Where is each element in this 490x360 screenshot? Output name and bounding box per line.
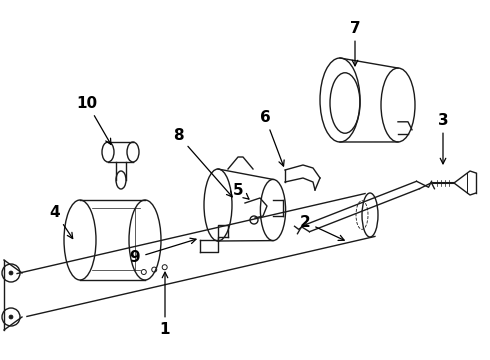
- Text: 2: 2: [299, 215, 344, 240]
- Text: 10: 10: [76, 95, 111, 144]
- Text: 3: 3: [438, 113, 448, 164]
- Circle shape: [9, 315, 13, 319]
- Text: 1: 1: [160, 272, 170, 338]
- Text: 7: 7: [350, 21, 360, 66]
- Circle shape: [9, 271, 13, 275]
- Text: 4: 4: [49, 204, 73, 239]
- Text: 9: 9: [130, 238, 196, 266]
- Text: 8: 8: [172, 127, 232, 197]
- Text: 6: 6: [260, 109, 284, 166]
- Text: 5: 5: [233, 183, 249, 199]
